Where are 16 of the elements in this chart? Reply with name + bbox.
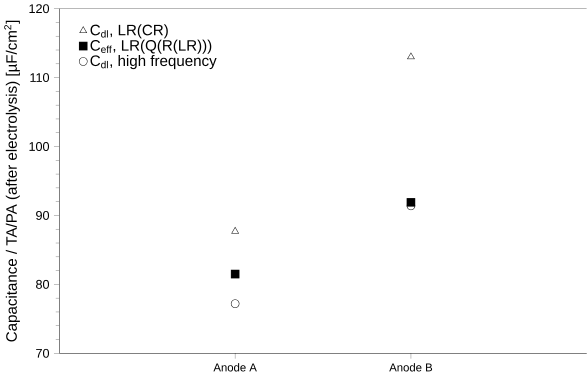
legend-label: C$_{dl}$, high frequency	[90, 55, 217, 70]
y-tick-label: 80	[36, 280, 50, 290]
point	[230, 300, 240, 308]
y-axis-title: Capacitance / TA/PA (after electrolysis) [µF/cm$^{2}$]	[4, 20, 20, 342]
y-tick-label: 70	[36, 349, 50, 358]
point	[231, 227, 239, 234]
point	[230, 270, 240, 278]
y-tick-label: 120	[29, 4, 50, 14]
y-tick-label: 110	[30, 73, 50, 82]
x-tick-label: Anode A	[213, 363, 257, 372]
legend-label: C$_{dl}$, LR(CR)	[90, 24, 168, 39]
x-tick-label: Anode B	[389, 363, 432, 372]
y-tick-label: 100	[29, 142, 50, 152]
point	[407, 52, 415, 60]
y-tick-label: 90	[36, 211, 50, 220]
legend-label: C$_{eff}$, LR(Q(R(LR)))	[90, 40, 212, 54]
